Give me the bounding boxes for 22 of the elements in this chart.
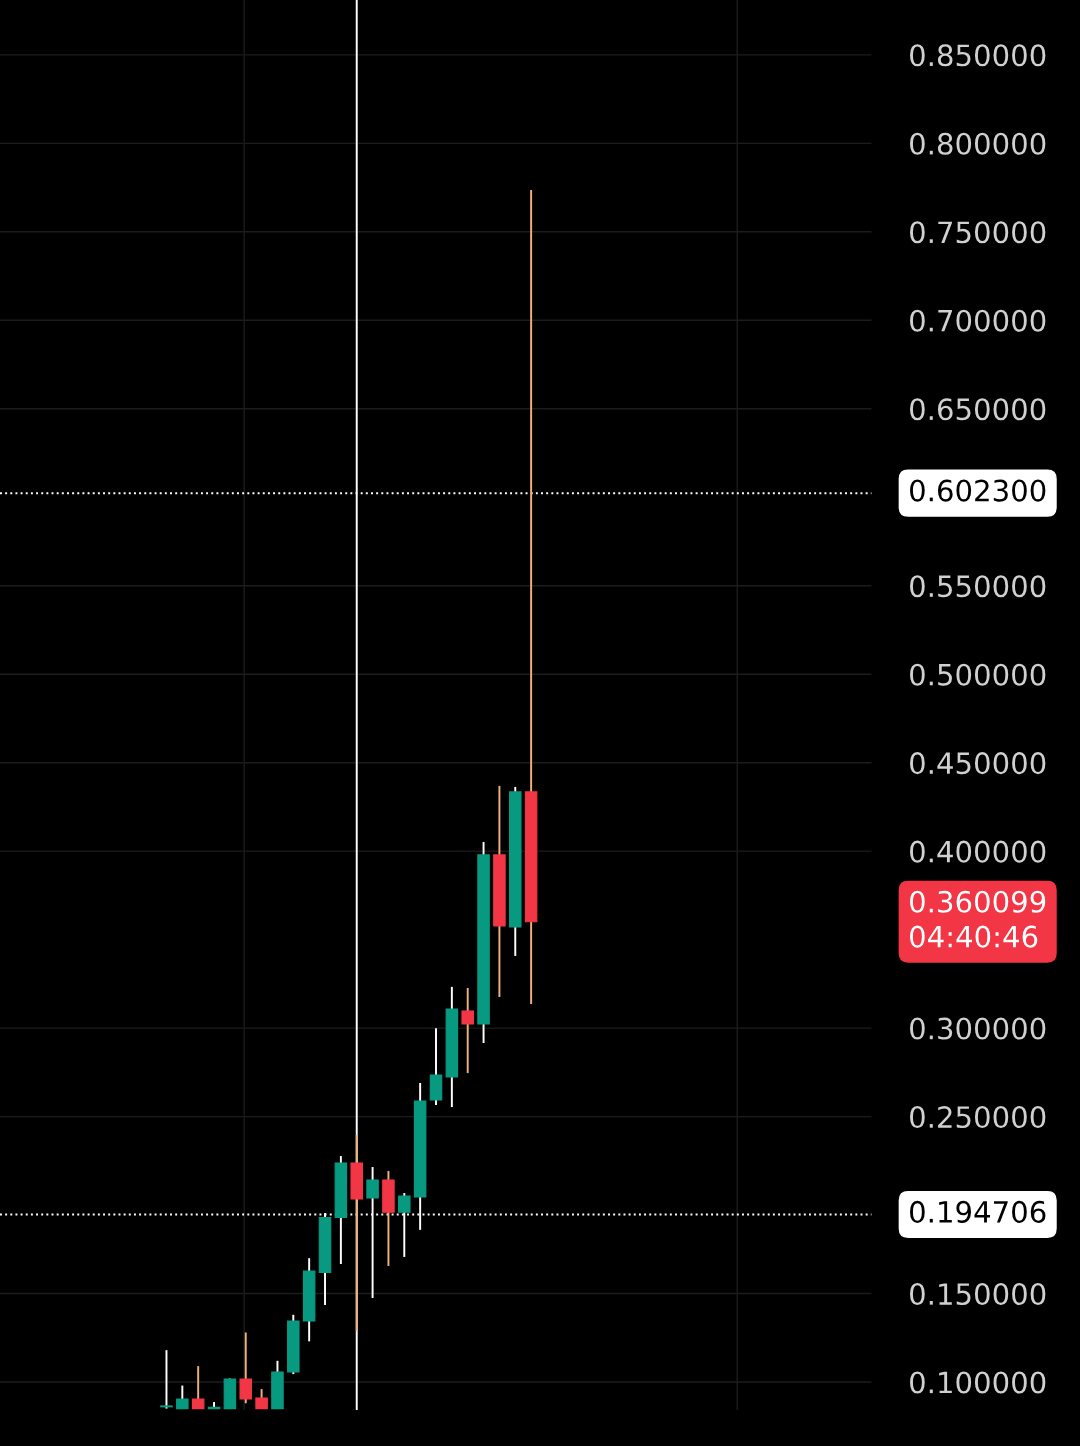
y-tick-label: 0.750000 bbox=[910, 221, 1046, 244]
candlestick bbox=[255, 1388, 268, 1410]
y-tick-label: 0.100000 bbox=[910, 1371, 1046, 1394]
candlestick bbox=[160, 1349, 173, 1410]
y-tick-label: 0.500000 bbox=[910, 663, 1046, 686]
candlestick bbox=[191, 1365, 205, 1410]
y-tick-label: 0.550000 bbox=[910, 575, 1046, 598]
y-tick-label: 0.150000 bbox=[910, 1283, 1046, 1306]
ref-line-label: 0.194706 bbox=[910, 1200, 1046, 1223]
candlestick bbox=[239, 1331, 253, 1405]
y-tick-label: 0.250000 bbox=[910, 1106, 1046, 1129]
y-tick-label: 0.800000 bbox=[910, 132, 1046, 155]
candlestick bbox=[176, 1384, 189, 1410]
y-tick-label: 0.300000 bbox=[910, 1017, 1046, 1040]
y-tick-label: 0.450000 bbox=[910, 752, 1046, 775]
y-tick-label: 0.400000 bbox=[910, 840, 1046, 863]
text: 0.360099 04:40:46 bbox=[910, 890, 1046, 948]
y-tick-label: 0.850000 bbox=[910, 44, 1046, 67]
candlestick bbox=[461, 986, 474, 1075]
y-tick-label: 0.700000 bbox=[910, 309, 1046, 332]
ref-line-label: 0.602300 bbox=[910, 479, 1046, 502]
y-tick-label: 0.650000 bbox=[910, 398, 1046, 421]
